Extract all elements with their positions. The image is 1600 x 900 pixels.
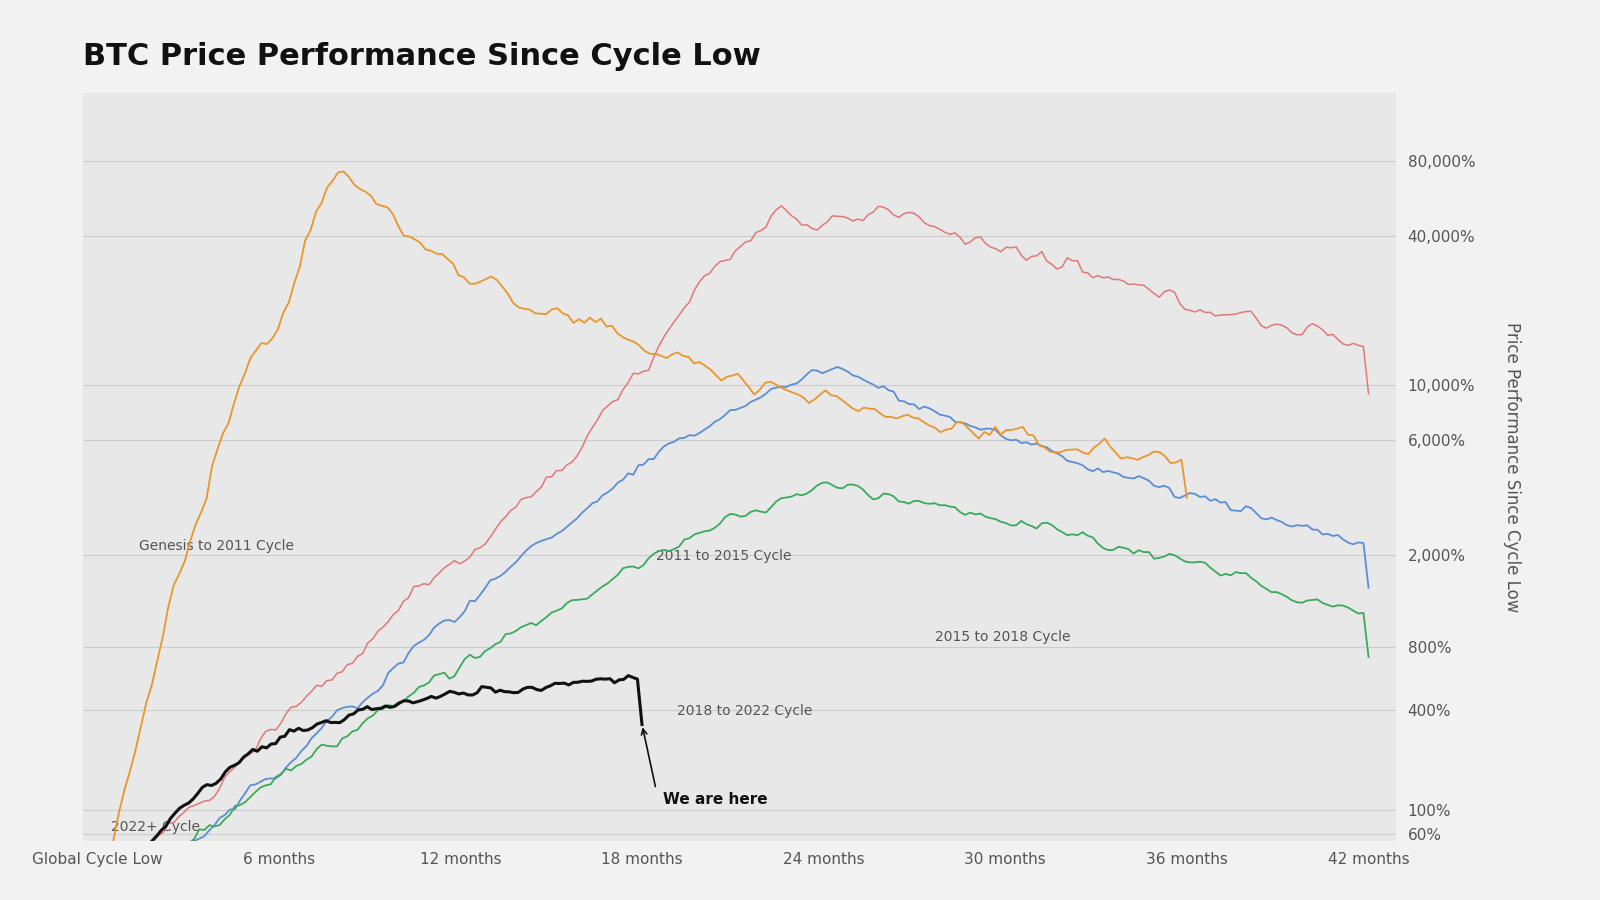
Text: Genesis to 2011 Cycle: Genesis to 2011 Cycle — [139, 539, 294, 553]
Text: 2022+ Cycle: 2022+ Cycle — [110, 820, 200, 833]
Text: BTC Price Performance Since Cycle Low: BTC Price Performance Since Cycle Low — [83, 42, 762, 71]
Text: We are here: We are here — [662, 792, 768, 807]
Text: 2015 to 2018 Cycle: 2015 to 2018 Cycle — [936, 630, 1070, 644]
Text: 2018 to 2022 Cycle: 2018 to 2022 Cycle — [677, 704, 813, 718]
Text: 2011 to 2015 Cycle: 2011 to 2015 Cycle — [656, 549, 792, 563]
Y-axis label: Price Performance Since Cycle Low: Price Performance Since Cycle Low — [1502, 321, 1522, 612]
